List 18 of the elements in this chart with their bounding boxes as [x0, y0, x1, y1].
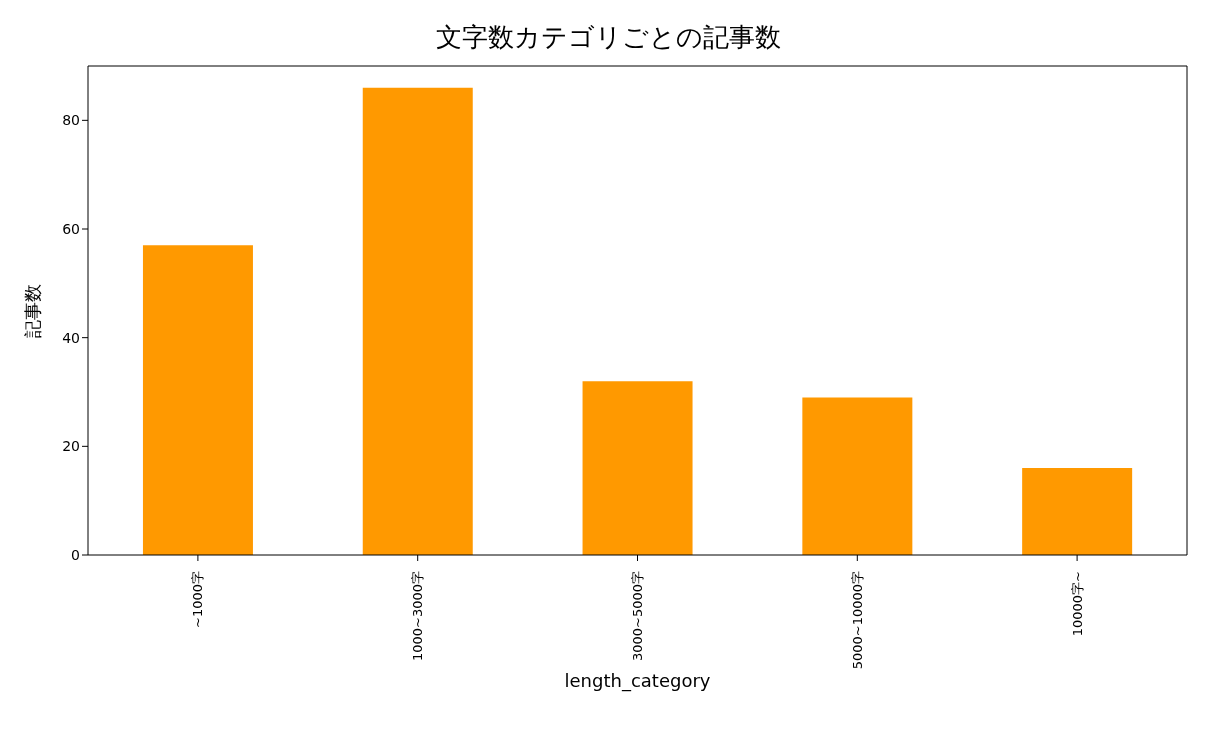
y-axis-title: 記事数 — [22, 283, 44, 338]
x-tick-label: 1000~3000字 — [410, 571, 426, 662]
x-tick-label: 3000~5000字 — [630, 571, 645, 662]
x-tick-label: 10000字~ — [1069, 571, 1085, 637]
y-tick-label: 80 — [62, 112, 80, 129]
y-tick-label: 60 — [62, 220, 80, 237]
x-tick-label: ~1000字 — [190, 571, 206, 628]
bar — [362, 87, 473, 555]
y-tick-label: 40 — [62, 329, 80, 346]
bar — [142, 245, 253, 555]
x-tick-label: 5000~10000字 — [849, 571, 865, 670]
y-tick-label: 0 — [71, 546, 80, 563]
bar — [582, 381, 693, 555]
y-tick-label: 20 — [62, 438, 80, 455]
bar — [1022, 468, 1133, 555]
bar — [802, 397, 913, 555]
chart-title: 文字数カテゴリごとの記事数 — [434, 21, 782, 54]
x-axis-title: length_category — [564, 670, 711, 692]
